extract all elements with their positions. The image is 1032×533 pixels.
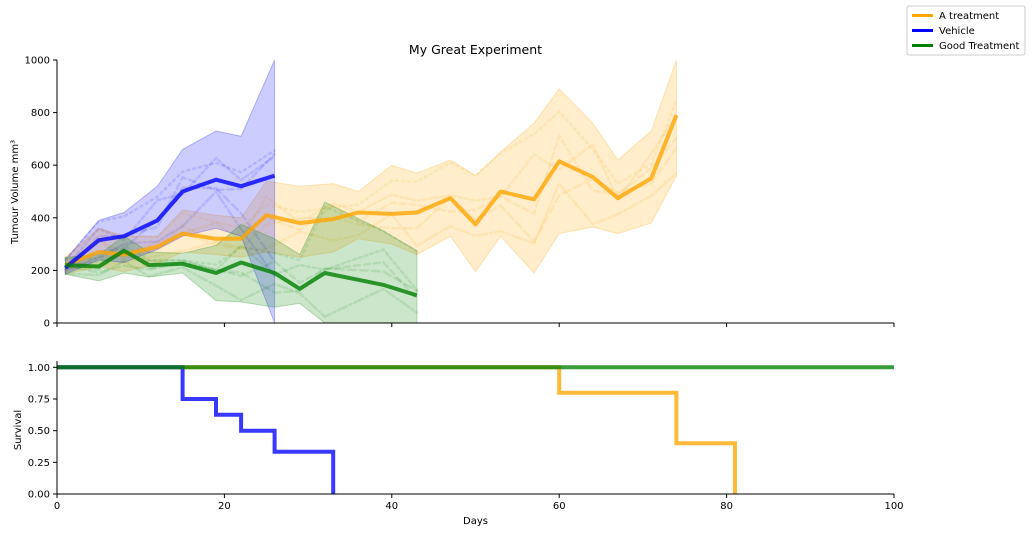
survival-tick-label-1-00: 1.00 <box>28 363 50 374</box>
survival-tick-label-0-50: 0.50 <box>28 426 50 437</box>
survival-tick-label-0-75: 0.75 <box>28 395 50 406</box>
legend: A treatment Vehicle Good Treatment <box>906 5 1026 56</box>
trajectory-vehicle-5 <box>64 152 276 271</box>
survival-tick-label-0-25: 0.25 <box>28 458 50 469</box>
trajectory-vehicle-1 <box>64 155 276 270</box>
tumour-volume-panel: My Great Experiment 0 200 400 600 800 1000 Tu… <box>10 42 895 330</box>
x-tick-label-0: 0 <box>54 501 60 512</box>
trajectory-a-treatment-4 <box>64 172 678 270</box>
survival-curves <box>57 365 894 494</box>
survival-curve-vehicle <box>57 365 336 494</box>
legend-frame <box>906 5 1026 56</box>
trajectory-vehicle-3 <box>64 149 276 262</box>
x-tick-label-80: 80 <box>720 501 733 512</box>
x-axis-label-days: Days <box>463 516 488 527</box>
trajectory-good-treatment-2 <box>64 261 419 294</box>
legend-label-good-treatment: Good Treatment <box>939 41 1019 52</box>
trajectory-a-treatment-3 <box>64 98 678 261</box>
y-tick-label-800: 800 <box>31 108 50 119</box>
trajectory-good-treatment-3 <box>64 205 419 266</box>
mean-line-vehicle <box>64 173 276 270</box>
trajectory-vehicle-4 <box>64 189 276 278</box>
x-tick-label-20: 20 <box>218 501 231 512</box>
trajectory-a-treatment-1 <box>64 114 678 266</box>
chart-title: My Great Experiment <box>409 42 542 57</box>
survival-panel: 0.00 0.25 0.50 0.75 1.00 0 20 40 60 80 100 Surviva… <box>13 361 904 527</box>
y-tick-label-400: 400 <box>31 213 50 224</box>
mean-line-a-treatment <box>64 114 679 267</box>
y-tick-label-200: 200 <box>31 266 50 277</box>
bottom-axes: 0.00 0.25 0.50 0.75 1.00 0 20 40 60 80 100 <box>28 361 904 512</box>
band-a-treatment <box>64 59 677 275</box>
y-tick-label-1000: 1000 <box>25 56 50 67</box>
mean-lines <box>64 114 679 298</box>
survival-tick-label-0-00: 0.00 <box>28 490 50 501</box>
trajectory-good-treatment-4 <box>64 259 419 319</box>
x-tick-label-100: 100 <box>884 501 903 512</box>
y-tick-label-0: 0 <box>44 319 50 330</box>
legend-label-a-treatment: A treatment <box>939 11 999 22</box>
mean-line-good-treatment <box>65 248 418 298</box>
x-tick-label-40: 40 <box>385 501 398 512</box>
x-tick-label-60: 60 <box>553 501 566 512</box>
top-axes: 0 200 400 600 800 1000 <box>25 56 895 330</box>
y-axis-label-volume: Tumour Volume mm³ <box>10 140 21 245</box>
y-tick-label-600: 600 <box>31 161 50 172</box>
y-axis-label-survival: Survival <box>13 410 24 450</box>
legend-label-vehicle: Vehicle <box>939 26 975 37</box>
